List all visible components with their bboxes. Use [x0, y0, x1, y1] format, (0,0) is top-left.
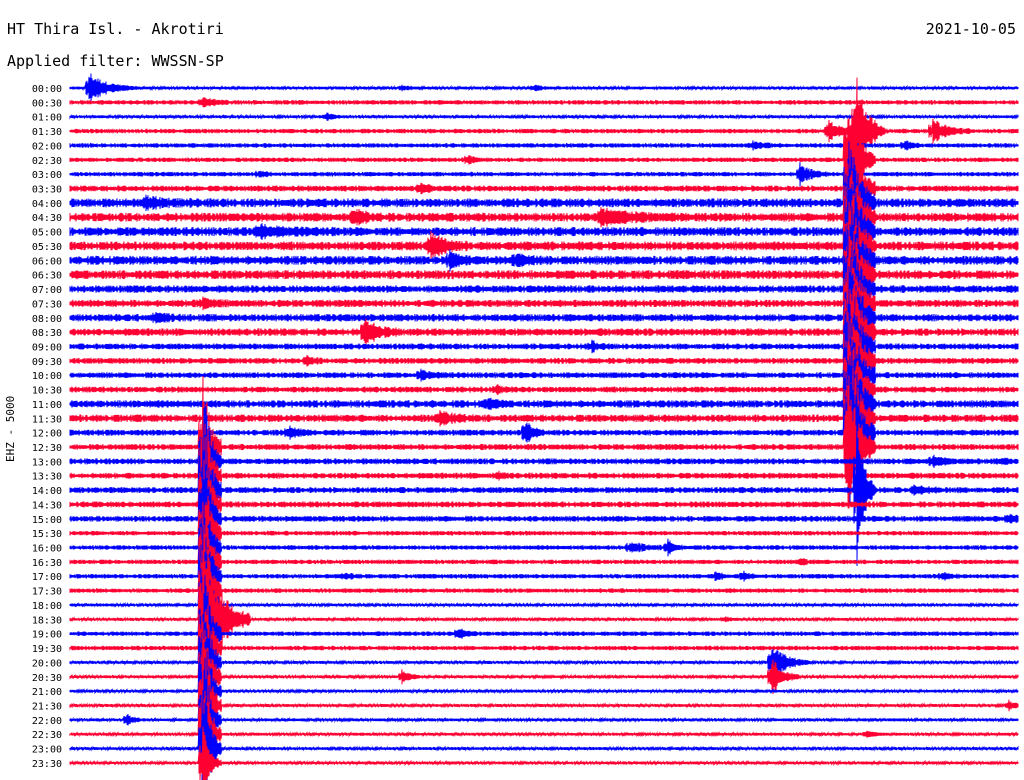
time-tick-label: 21:00: [32, 687, 62, 698]
time-tick-label: 20:30: [32, 673, 62, 684]
time-tick-label: 08:30: [32, 328, 62, 339]
trace-line: [69, 108, 1019, 211]
station-title: HT Thira Isl. - Akrotiri: [7, 20, 224, 38]
trace-line: [69, 375, 1019, 519]
time-tick-label: 10:30: [32, 386, 62, 397]
trace-line: [69, 656, 1019, 780]
time-tick-label: 09:30: [32, 357, 62, 368]
time-tick-label: 11:30: [32, 414, 62, 425]
trace-line: [69, 450, 1019, 588]
time-tick-label: 16:00: [32, 544, 62, 555]
trace-line: [69, 554, 1019, 684]
time-tick-label: 05:30: [32, 242, 62, 253]
time-tick-label: 00:30: [32, 98, 62, 109]
trace-line: [69, 73, 1019, 103]
time-tick-label: 00:00: [32, 84, 62, 95]
time-tick-label: 15:00: [32, 515, 62, 526]
time-tick-label: 06:30: [32, 271, 62, 282]
filter-label: Applied filter: WWSSN-SP: [7, 52, 224, 70]
time-tick-label: 14:30: [32, 500, 62, 511]
trace-line: [69, 163, 1019, 271]
time-tick-label: 05:00: [32, 228, 62, 239]
trace-line: [69, 726, 1019, 780]
time-tick-label: 22:30: [32, 730, 62, 741]
time-tick-label: 15:30: [32, 529, 62, 540]
time-tick-label: 17:00: [32, 572, 62, 583]
time-tick-label: 13:00: [32, 457, 62, 468]
time-tick-label: 14:00: [32, 486, 62, 497]
time-tick-label: 12:00: [32, 429, 62, 440]
time-tick-label: 18:30: [32, 615, 62, 626]
trace-line: [69, 592, 1019, 732]
time-tick-label: 03:00: [32, 170, 62, 181]
date-label: 2021-10-05: [925, 20, 1016, 38]
time-tick-label: 21:30: [32, 701, 62, 712]
trace-line: [69, 177, 1019, 286]
time-tick-label: 09:00: [32, 342, 62, 353]
trace-line: [69, 459, 1019, 607]
time-tick-label: 12:30: [32, 443, 62, 454]
trace-line: [69, 525, 1019, 657]
trace-line: [69, 295, 1019, 398]
trace-line: [69, 306, 1019, 444]
time-tick-label: 10:00: [32, 371, 62, 382]
trace-line: [69, 437, 1019, 572]
time-tick-label: 07:30: [32, 299, 62, 310]
time-tick-label: 22:00: [32, 716, 62, 727]
trace-line: [69, 613, 1019, 769]
time-tick-label: 16:30: [32, 558, 62, 569]
trace-line: [69, 162, 1019, 187]
time-tick-label: 18:00: [32, 601, 62, 612]
trace-line: [69, 575, 1019, 693]
time-tick-label: 19:30: [32, 644, 62, 655]
trace-line: [69, 621, 1019, 780]
time-tick-label: 02:00: [32, 141, 62, 152]
trace-line: [69, 112, 1019, 121]
time-tick-label: 20:00: [32, 658, 62, 669]
trace-line: [69, 311, 1019, 411]
trace-line: [69, 596, 1019, 758]
trace-line: [69, 201, 1019, 348]
trace-line: [69, 140, 1019, 151]
time-tick-label: 04:30: [32, 213, 62, 224]
time-tick-label: 17:30: [32, 587, 62, 598]
time-tick-label: 01:00: [32, 113, 62, 124]
time-tick-label: 23:30: [32, 759, 62, 770]
time-tick-label: 13:30: [32, 472, 62, 483]
trace-line: [69, 505, 1019, 648]
trace-line: [69, 414, 1019, 567]
trace-line: [69, 501, 1019, 622]
trace-line: [69, 657, 1019, 780]
trace-line: [69, 561, 1019, 735]
time-tick-label: 03:30: [32, 185, 62, 196]
time-tick-label: 02:30: [32, 156, 62, 167]
time-tick-label: 23:00: [32, 745, 62, 756]
time-tick-label: 19:00: [32, 630, 62, 641]
time-tick-label: 08:00: [32, 314, 62, 325]
time-tick-label: 07:00: [32, 285, 62, 296]
trace-line: [69, 77, 1019, 185]
time-tick-label: 06:00: [32, 256, 62, 267]
trace-line: [69, 97, 1019, 108]
time-tick-label: 04:00: [32, 199, 62, 210]
trace-line: [69, 689, 1019, 780]
time-tick-label: 11:00: [32, 400, 62, 411]
trace-line: [69, 471, 1019, 624]
time-tick-label: 01:30: [32, 127, 62, 138]
